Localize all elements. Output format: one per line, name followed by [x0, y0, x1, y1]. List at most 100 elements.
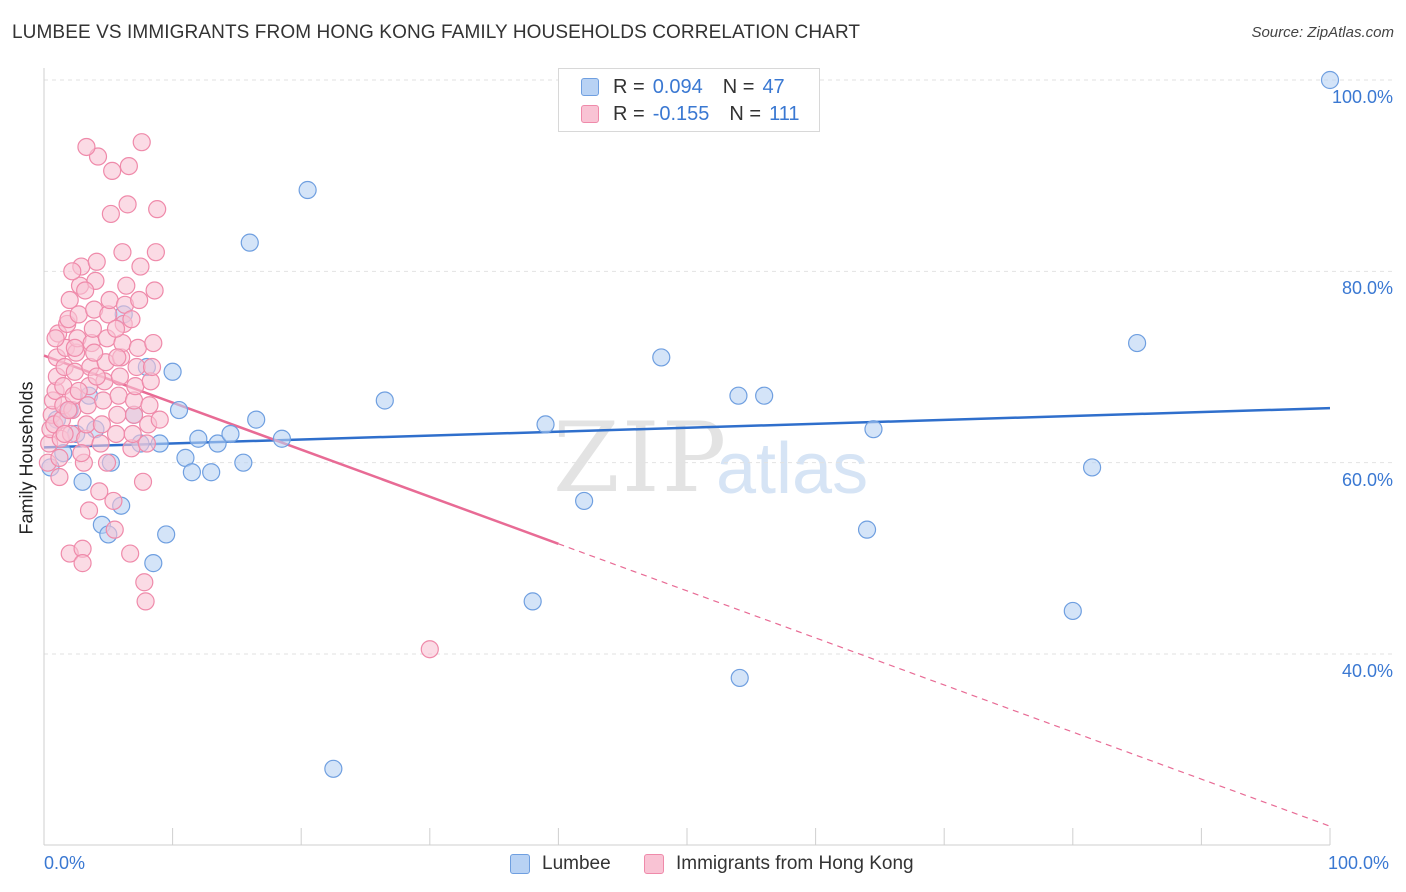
- hong-kong-point: [108, 405, 127, 424]
- lumbee-point: [1063, 601, 1082, 621]
- lumbee-swatch: [581, 78, 599, 96]
- hong-kong-point: [126, 377, 145, 396]
- hong-kong-point: [148, 200, 167, 219]
- hong-kong-point: [136, 592, 155, 611]
- hong-kong-point: [119, 157, 138, 176]
- hong-kong-point: [135, 573, 154, 592]
- lumbee-point: [182, 463, 201, 482]
- lumbee-legend-swatch: [510, 854, 530, 874]
- lumbee-point: [652, 348, 671, 367]
- hong-kong-point: [60, 290, 79, 310]
- lumbee-point: [144, 554, 163, 573]
- hong-kong-point: [87, 367, 106, 386]
- hong-kong-point: [140, 396, 159, 415]
- lumbee-point: [240, 233, 259, 252]
- hong-kong-point: [123, 424, 142, 444]
- hong-kong-point: [100, 290, 119, 310]
- lumbee-point: [298, 180, 317, 200]
- legend-item-lumbee[interactable]: Lumbee: [510, 851, 611, 877]
- hong-kong-point: [50, 448, 69, 467]
- hong-kong-point: [130, 290, 149, 310]
- n-label: N =: [722, 75, 755, 98]
- hong-kong-point: [106, 424, 126, 444]
- lumbee-point: [523, 592, 542, 611]
- lumbee-point: [857, 520, 877, 539]
- hong-kong-point: [144, 333, 163, 353]
- lumbee-point: [157, 525, 176, 544]
- lumbee-trend-line: [43, 406, 1331, 449]
- r-value-lumbee: 0.094: [652, 75, 703, 98]
- data-points: [38, 70, 1340, 778]
- hong-kong-point: [94, 391, 113, 410]
- hong-kong-point: [79, 501, 99, 520]
- hong-kong-point: [122, 310, 141, 329]
- hong-kong-point: [142, 357, 162, 377]
- lumbee-point: [208, 434, 227, 453]
- hong-kong-point: [109, 386, 128, 405]
- hong-kong-point: [104, 491, 123, 511]
- hong-kong-point: [83, 319, 102, 338]
- lumbee-point: [375, 391, 394, 410]
- n-value-hong-kong: 111: [769, 102, 800, 125]
- hong-kong-point: [50, 467, 69, 487]
- y-tick-label: 100.0%: [1331, 87, 1393, 107]
- lumbee-point: [324, 759, 343, 778]
- lumbee-point: [864, 420, 883, 439]
- lumbee-legend-label: Lumbee: [542, 853, 611, 874]
- lumbee-point: [73, 472, 92, 491]
- hong-kong-point: [101, 204, 120, 224]
- legend-item-hong-kong[interactable]: Immigrants from Hong Kong: [644, 851, 914, 877]
- lumbee-point: [729, 386, 748, 405]
- hong-kong-point: [113, 243, 132, 262]
- hong-kong-point: [128, 338, 147, 357]
- lumbee-point: [1082, 458, 1102, 477]
- hong-kong-point: [91, 434, 110, 453]
- lumbee-point: [730, 668, 749, 688]
- lumbee-point: [163, 362, 182, 381]
- chart-title: LUMBEE VS IMMIGRANTS FROM HONG KONG FAMI…: [12, 22, 861, 43]
- hong-kong-point: [69, 305, 88, 324]
- legend-row-lumbee: R = 0.094 N = 47: [581, 74, 785, 100]
- legend-row-hong-kong: R = -0.155 N = 111: [581, 101, 800, 127]
- n-value-lumbee: 47: [762, 75, 785, 98]
- hong-kong-point: [106, 319, 126, 338]
- hong-kong-point: [121, 544, 140, 563]
- hong-kong-point: [137, 434, 156, 453]
- lumbee-point: [536, 415, 555, 434]
- hong-kong-point: [90, 482, 109, 501]
- hong-kong-point: [77, 137, 96, 157]
- lumbee-point: [1127, 333, 1147, 353]
- x-tick-label-max: 100.0%: [1328, 853, 1390, 873]
- lumbee-point: [272, 429, 292, 448]
- hong-kong-point: [85, 343, 104, 362]
- hong-kong-point: [46, 329, 65, 348]
- watermark-atlas: atlas: [716, 429, 869, 509]
- hong-kong-point: [76, 281, 95, 300]
- hong-kong-point: [132, 133, 151, 152]
- hong-kong-point: [55, 424, 74, 444]
- hong-kong-point: [110, 367, 129, 386]
- lumbee-point: [234, 453, 253, 472]
- lumbee-point: [169, 400, 189, 420]
- hong-kong-point: [131, 257, 150, 276]
- hong-kong-point: [87, 252, 106, 271]
- hong-kong-point: [63, 262, 82, 281]
- hong-kong-point: [118, 195, 137, 214]
- hong-kong-point: [127, 357, 146, 377]
- hong-kong-point: [69, 381, 88, 401]
- y-tick-label: 60.0%: [1341, 469, 1393, 490]
- lumbee-point: [189, 429, 208, 448]
- hong-kong-point: [150, 410, 169, 429]
- hong-kong-point: [72, 444, 91, 463]
- hong-kong-point: [65, 338, 84, 357]
- source-label: Source: ZipAtlas.com: [1251, 24, 1394, 41]
- hong-kong-swatch: [581, 105, 599, 123]
- hong-kong-point: [103, 161, 122, 180]
- hong-kong-point: [420, 640, 439, 659]
- hong-kong-point: [133, 472, 153, 491]
- hong-kong-point: [77, 415, 96, 434]
- lumbee-point: [755, 386, 774, 405]
- lumbee-point: [202, 463, 221, 482]
- hong-kong-point: [59, 400, 78, 420]
